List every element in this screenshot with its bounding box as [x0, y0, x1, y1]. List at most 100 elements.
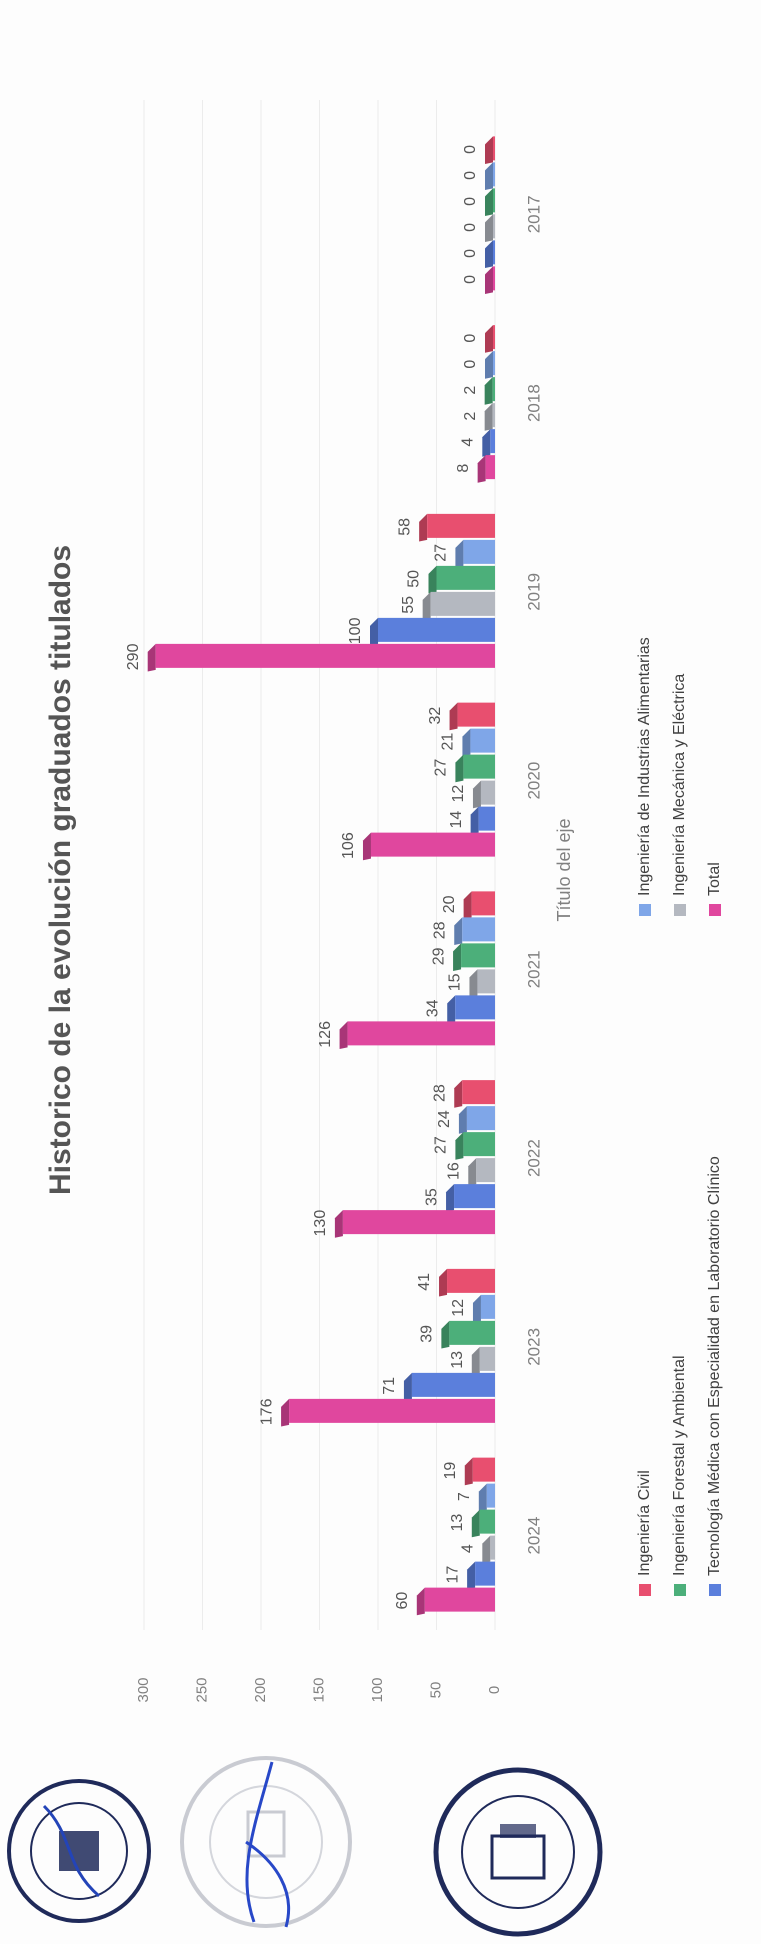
legend-swatch	[674, 1584, 686, 1596]
data-label: 50	[406, 570, 423, 588]
y-tick-label: 0	[486, 1686, 503, 1694]
data-label: 27	[433, 759, 450, 777]
bar	[475, 1561, 495, 1586]
bar	[493, 351, 495, 376]
bar-3d-face	[485, 162, 493, 190]
data-label: 17	[444, 1566, 461, 1584]
legend-swatch	[709, 904, 721, 916]
bar	[493, 325, 495, 350]
bar	[478, 806, 495, 831]
legend-label: Total	[706, 862, 723, 896]
data-label: 0	[462, 334, 479, 343]
bar	[342, 1210, 495, 1235]
bar	[492, 377, 495, 402]
data-label: 106	[340, 832, 357, 859]
legend-label: Ingeniería Forestal y Ambiental	[671, 1355, 688, 1576]
bar-3d-face	[485, 351, 493, 379]
bar-3d-face	[428, 565, 437, 594]
bar-3d-face	[470, 806, 479, 835]
bar	[462, 1080, 495, 1105]
bar-3d-face	[464, 1457, 473, 1486]
bar-3d-face	[441, 1320, 450, 1349]
x-axis-title: Título del eje	[554, 818, 574, 921]
bar-3d-face	[472, 1294, 481, 1323]
y-tick-label: 150	[310, 1677, 327, 1702]
data-label: 28	[431, 921, 448, 939]
bar	[492, 403, 495, 428]
bar	[493, 240, 495, 265]
bar	[461, 943, 495, 968]
y-tick-label: 250	[193, 1677, 210, 1702]
bar-3d-face	[416, 1587, 425, 1616]
bar-3d-face	[439, 1268, 448, 1297]
data-label: 13	[449, 1351, 466, 1369]
data-label: 0	[462, 275, 479, 284]
bar	[470, 728, 495, 753]
legend-swatch	[674, 904, 686, 916]
data-label: 14	[448, 811, 465, 829]
bar-3d-face	[485, 136, 493, 164]
bar	[427, 513, 495, 538]
data-label: 41	[416, 1273, 433, 1291]
data-label: 58	[396, 518, 413, 536]
data-label: 27	[433, 1136, 450, 1154]
bar-3d-face	[477, 455, 486, 483]
bar-3d-face	[485, 214, 493, 242]
bar-3d-face	[334, 1210, 343, 1238]
data-label: 0	[462, 360, 479, 369]
data-label: 32	[427, 707, 444, 725]
data-label: 71	[381, 1377, 398, 1395]
data-label: 126	[317, 1021, 334, 1048]
bar-3d-face	[468, 1158, 477, 1186]
bar-3d-face	[478, 1483, 487, 1512]
legend-label: Ingeniería de Industrias Alimentarias	[636, 637, 653, 896]
legend-label: Ingeniería Mecánica y Eléctrica	[671, 674, 688, 896]
data-label: 13	[449, 1514, 466, 1532]
data-label: 35	[423, 1188, 440, 1206]
data-label: 7	[456, 1492, 473, 1501]
bar-3d-face	[339, 1021, 348, 1049]
bar	[493, 214, 495, 239]
x-tick-label: 2024	[524, 1517, 543, 1555]
x-tick-label: 2017	[524, 195, 543, 233]
bar	[457, 702, 495, 727]
bar-3d-face	[485, 266, 493, 294]
data-label: 2	[462, 386, 479, 395]
chart-title: Historico de la evolución graduados titu…	[44, 545, 77, 1195]
data-label: 60	[394, 1592, 411, 1610]
bar-3d-face	[471, 1509, 480, 1538]
bar	[493, 136, 495, 161]
bar-3d-face	[484, 403, 493, 431]
data-label: 21	[440, 733, 457, 751]
legend-label: Ingeniería Civil	[636, 1470, 653, 1576]
data-label: 27	[433, 544, 450, 562]
bar-3d-face	[455, 754, 464, 783]
bar	[480, 780, 495, 805]
data-label: 176	[258, 1398, 275, 1425]
bar-3d-face	[482, 1535, 491, 1564]
bar	[449, 1320, 495, 1345]
bar	[436, 565, 495, 590]
bar	[463, 1132, 495, 1157]
bar-3d-face	[455, 1132, 464, 1160]
data-label: 0	[462, 171, 479, 180]
bar-3d-face	[455, 539, 464, 568]
bar-3d-face	[453, 943, 462, 971]
bar	[476, 1158, 495, 1183]
bar	[424, 1587, 495, 1612]
data-label: 0	[462, 223, 479, 232]
data-label: 20	[441, 895, 458, 913]
bar-3d-face	[454, 1080, 463, 1108]
seal-vicepresidencia-investigacion	[4, 1776, 154, 1926]
bar	[463, 754, 495, 779]
bar	[370, 832, 495, 857]
bar	[490, 429, 495, 454]
legend-swatch	[639, 904, 651, 916]
data-label: 15	[447, 973, 464, 991]
bar-3d-face	[403, 1372, 412, 1401]
x-tick-label: 2023	[524, 1328, 543, 1366]
x-tick-label: 2019	[524, 573, 543, 611]
bar	[378, 617, 495, 642]
legend-swatch	[639, 1584, 651, 1596]
legend-swatch	[709, 1584, 721, 1596]
